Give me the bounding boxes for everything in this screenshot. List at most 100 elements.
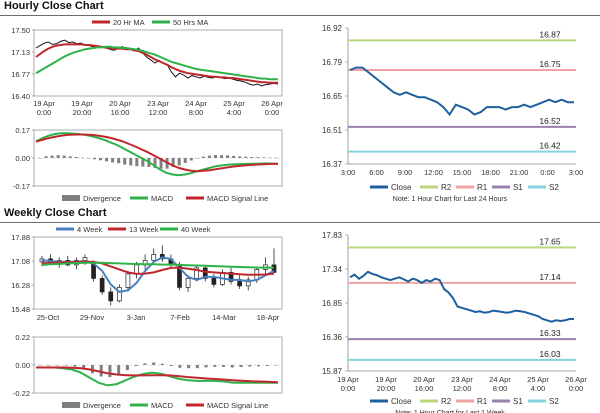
weekly-price-legend-label-40-week: 40 Week — [181, 225, 211, 234]
weekly-macd-divergence-bar — [143, 363, 147, 365]
weekly-price-xtick: 7-Feb — [170, 313, 190, 322]
weekly-candle-body — [211, 278, 217, 285]
weekly-macd-divergence-bar — [187, 365, 191, 369]
hourly-price-chart: 17.50 17.13 16.77 16.40 20 Hr MA 50 Hrs MA 19 … — [11, 18, 283, 117]
hourly-price-ytick: 17.13 — [11, 48, 30, 57]
weekly-candle-body — [108, 291, 114, 302]
hourly-section-divider — [0, 15, 600, 16]
weekly-macd-divergence-bar — [274, 365, 278, 366]
hourly-section-title: Hourly Close Chart — [4, 0, 104, 12]
hourly-macd-divergence-bar — [171, 158, 175, 168]
weekly-macd-legend-label-macd-signal-line: MACD Signal Line — [207, 401, 268, 410]
weekly-price-legend-label-4-week: 4 Week — [77, 225, 103, 234]
weekly-price-chart: 17.88 17.08 16.28 15.48 4 Week 13 Week 40 Week… — [11, 225, 283, 322]
hourly-price-plot-frame — [33, 29, 283, 97]
weekly-levels-xtick: 23 Apr 12:00 — [451, 375, 473, 393]
hourly-macd-divergence-bar — [262, 157, 266, 158]
hourly-macd-ytick: 0.00 — [15, 154, 30, 163]
weekly-macd-divergence-bar — [257, 365, 261, 367]
hourly-macd-divergence-bar — [159, 158, 163, 169]
weekly-macd-divergence-bar — [213, 365, 217, 367]
weekly-levels-xtick: 26 Apr 0:00 — [565, 375, 587, 393]
hourly-levels-level-label-s1: 16.52 — [539, 116, 561, 126]
hourly-macd-divergence-bar — [244, 156, 248, 158]
weekly-candle-body — [151, 254, 157, 261]
hourly-levels-ytick: 16.92 — [322, 24, 343, 33]
weekly-levels-series-close — [349, 270, 574, 323]
weekly-levels-xtick: 19 Apr 0:00 — [337, 375, 359, 393]
hourly-macd-series-macd — [35, 132, 279, 177]
weekly-price-xtick: 14-Mar — [212, 313, 236, 322]
hourly-price-series-20-hr-ma — [35, 43, 278, 84]
hourly-macd-chart: 0.17 0.00 -0.17 Divergence MACD MACD Signal L… — [13, 126, 283, 203]
weekly-macd-ytick: 0.00 — [15, 361, 30, 370]
weekly-macd-divergence-bar — [195, 365, 199, 369]
weekly-levels-legend-label-r2: R2 — [441, 397, 452, 406]
weekly-levels-ytick: 16.36 — [322, 333, 343, 342]
hourly-macd-divergence-bar — [177, 158, 181, 166]
weekly-price-xtick: 25-Oct — [37, 313, 60, 322]
weekly-macd-divergence-bar — [169, 365, 173, 367]
hourly-macd-ytick: 0.17 — [15, 126, 30, 135]
hourly-macd-legend-label-macd: MACD — [151, 194, 174, 203]
weekly-macd-divergence-bar — [134, 365, 138, 367]
hourly-macd-divergence-bar — [44, 156, 48, 158]
weekly-candle-body — [185, 278, 191, 288]
hourly-macd-legend-swatch-divergence — [62, 195, 80, 201]
weekly-price-xtick: 18-Apr — [257, 313, 280, 322]
hourly-macd-divergence-bar — [50, 155, 54, 158]
hourly-macd-divergence-bar — [207, 155, 211, 158]
hourly-levels-xtick: 0:00 — [540, 168, 555, 177]
hourly-macd-divergence-bar — [274, 157, 278, 159]
weekly-levels-note: Note: 1 Hour Chart for Last 1 Week — [395, 410, 505, 413]
hourly-macd-divergence-bar — [74, 157, 78, 158]
hourly-macd-divergence-bar — [238, 156, 242, 158]
hourly-macd-divergence-bar — [183, 158, 187, 163]
weekly-macd-divergence-bar — [265, 365, 269, 366]
weekly-levels-ytick: 16.85 — [322, 299, 343, 308]
weekly-macd-divergence-bar — [64, 365, 68, 366]
weekly-macd-divergence-bar — [117, 365, 121, 375]
hourly-macd-divergence-bar — [213, 155, 217, 158]
hourly-macd-divergence-bar — [68, 156, 72, 158]
weekly-macd-divergence-bar — [248, 365, 252, 367]
weekly-macd-divergence-bar — [204, 365, 208, 368]
weekly-levels-level-label-r1: 17.14 — [539, 272, 561, 282]
hourly-macd-divergence-bar — [117, 158, 121, 164]
hourly-levels-legend-label-s2: S2 — [549, 183, 559, 192]
weekly-candle-body — [271, 264, 277, 273]
weekly-candle-body — [237, 281, 242, 287]
hourly-price-series-50-hrs-ma — [35, 45, 278, 81]
weekly-candle-body — [202, 267, 208, 279]
weekly-price-ytick: 16.28 — [11, 281, 30, 290]
hourly-price-xtick: 26 Apr 0:00 — [261, 99, 283, 117]
hourly-levels-xtick: 12:00 — [424, 168, 443, 177]
hourly-macd-divergence-bar — [135, 158, 139, 167]
hourly-price-xtick: 24 Apr 8:00 — [185, 99, 207, 117]
hourly-price-xtick: 19 Apr 0:00 — [33, 99, 55, 117]
hourly-macd-divergence-bar — [38, 158, 42, 159]
weekly-macd-legend-swatch-divergence — [62, 402, 80, 408]
hourly-levels-level-label-r2: 16.87 — [539, 29, 561, 39]
weekly-price-ytick: 15.48 — [11, 305, 30, 314]
hourly-macd-divergence-bar — [220, 155, 224, 158]
weekly-macd-divergence-bar — [222, 365, 226, 367]
hourly-macd-divergence-bar — [256, 157, 260, 158]
hourly-levels-legend-label-s1: S1 — [513, 183, 523, 192]
weekly-candle-body — [82, 257, 88, 261]
hourly-levels-xtick: 21:00 — [510, 168, 529, 177]
hourly-macd-legend-label-divergence: Divergence — [83, 194, 121, 203]
weekly-macd-divergence-bar — [230, 365, 234, 368]
weekly-macd-divergence-bar — [47, 365, 51, 366]
hourly-levels-ytick: 16.65 — [322, 92, 343, 101]
hourly-macd-divergence-bar — [99, 158, 103, 161]
weekly-macd-divergence-bar — [160, 363, 164, 365]
weekly-macd-legend-label-divergence: Divergence — [83, 401, 121, 410]
hourly-levels-xtick: 18:00 — [481, 168, 500, 177]
hourly-macd-divergence-bar — [141, 158, 145, 167]
weekly-price-ytick: 17.08 — [11, 257, 30, 266]
weekly-levels-legend-label-s1: S1 — [513, 397, 523, 406]
weekly-macd-ytick: -0.22 — [13, 389, 30, 398]
hourly-levels-note: Note: 1 Hour Chart for Last 24 Hours — [393, 196, 508, 203]
weekly-levels-legend-label-r1: R1 — [477, 397, 488, 406]
